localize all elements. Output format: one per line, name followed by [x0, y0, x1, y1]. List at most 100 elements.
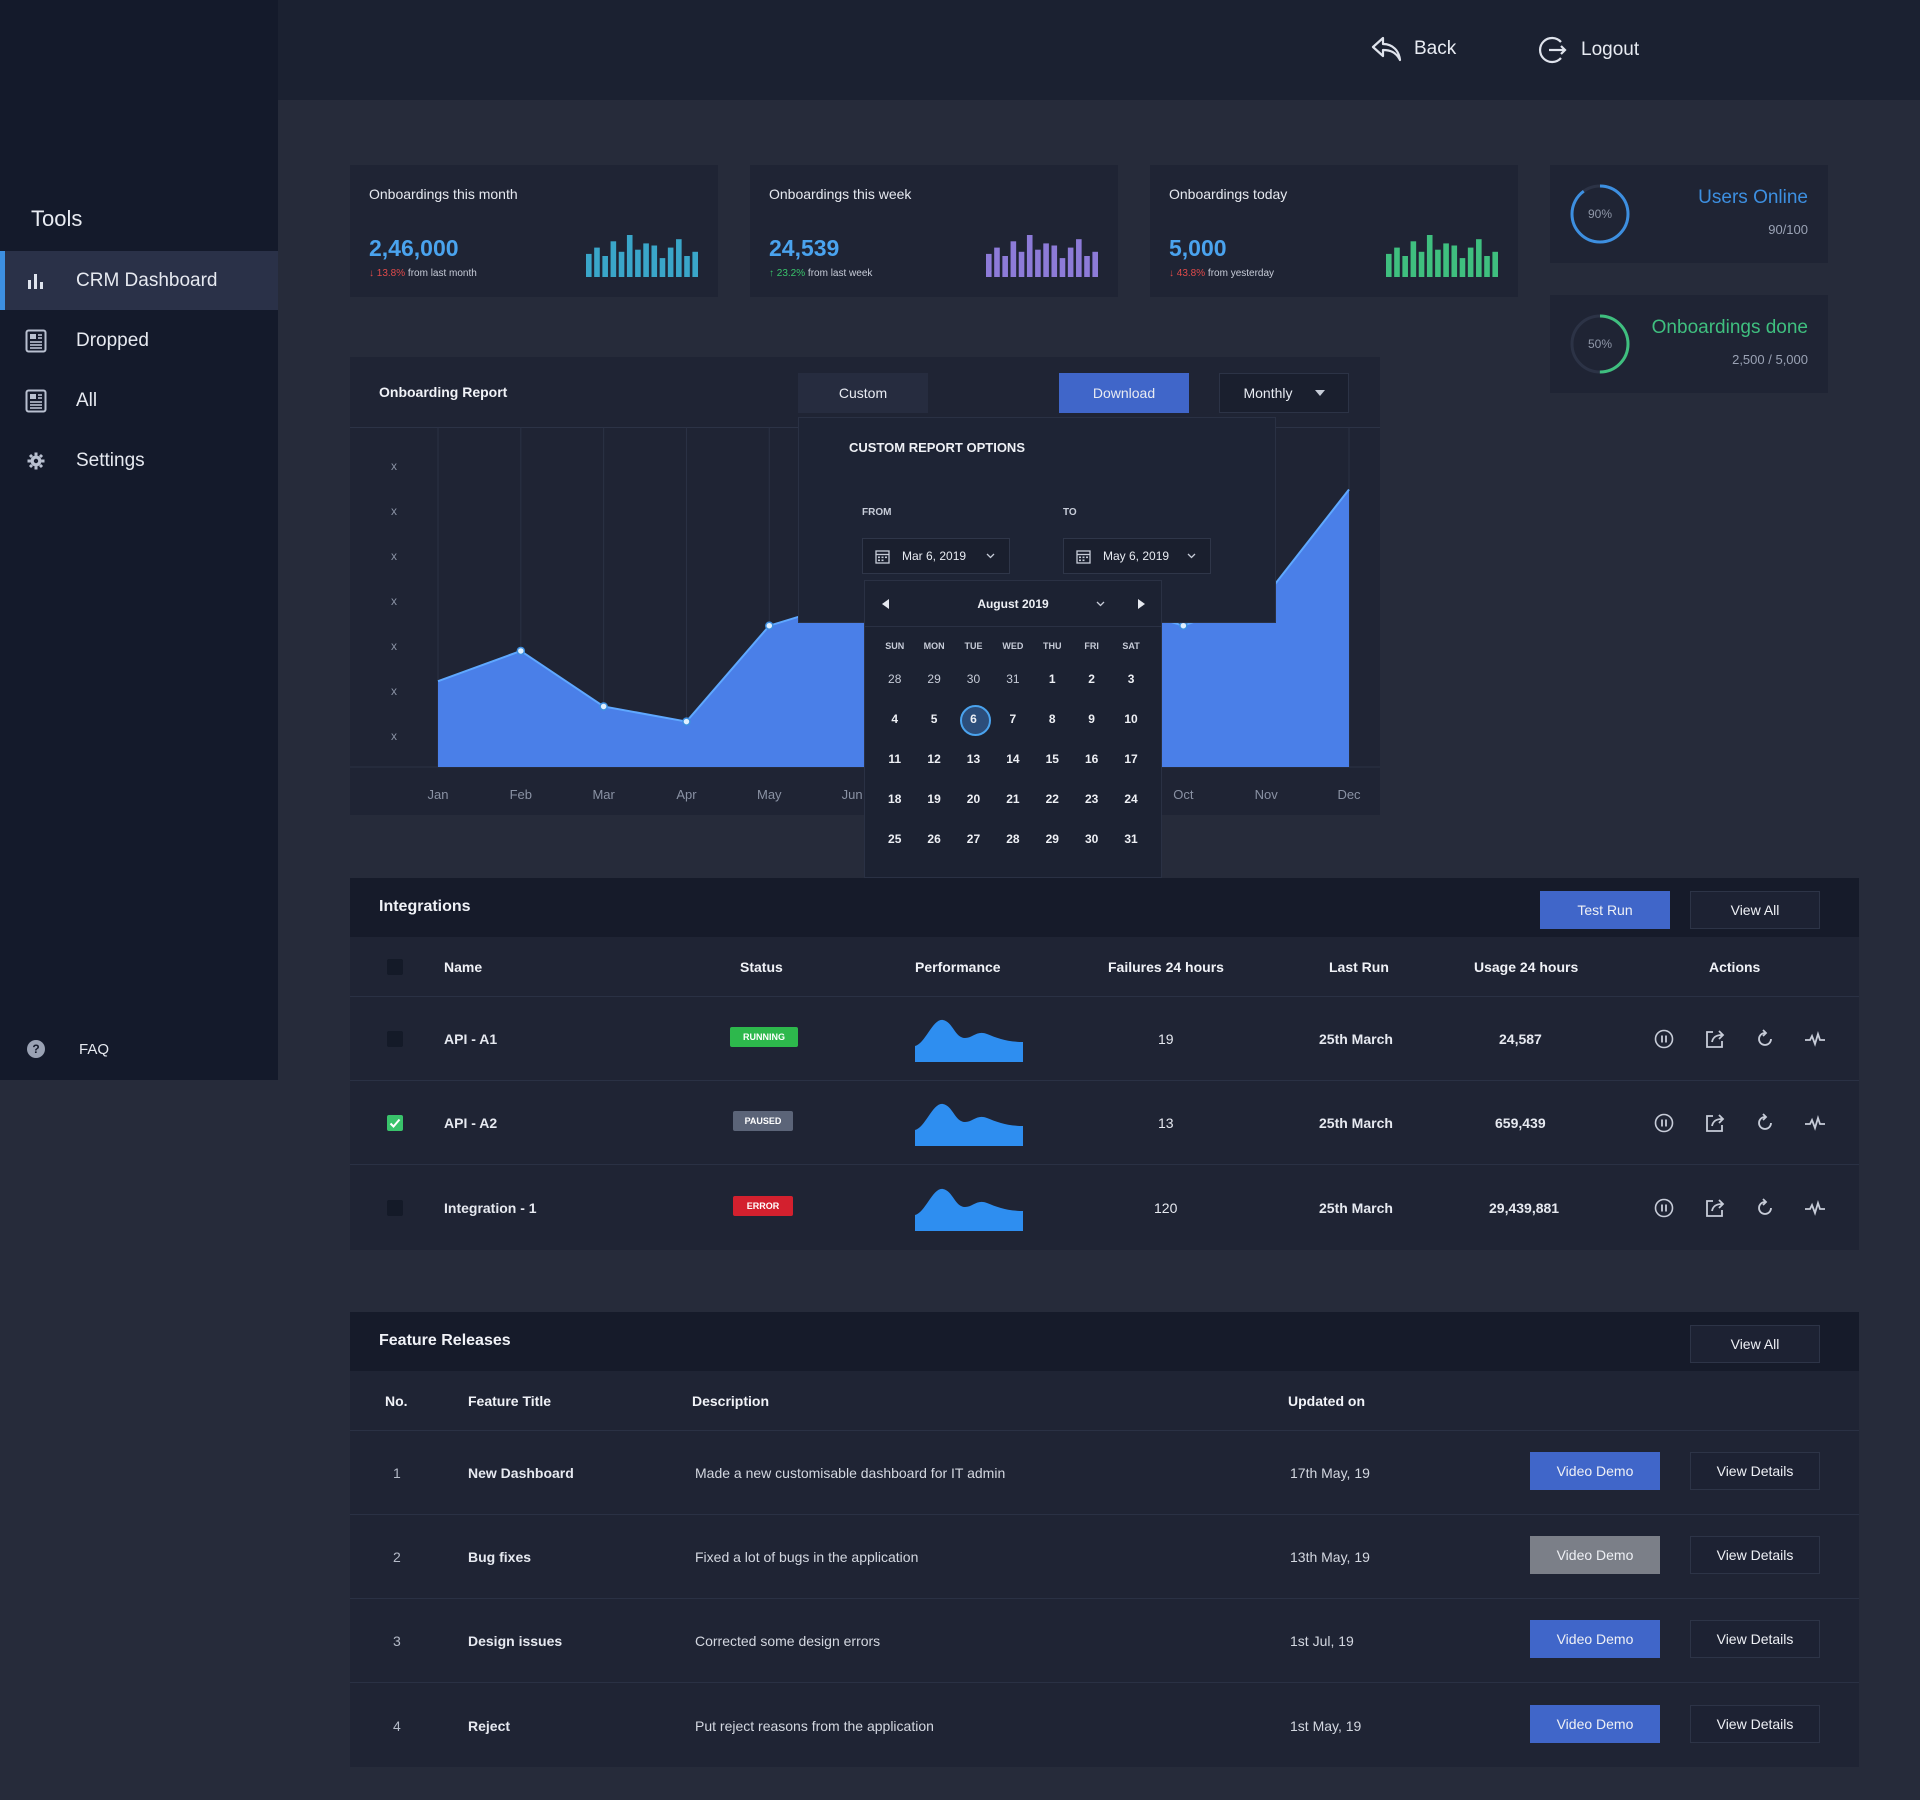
faq-link[interactable]: ? FAQ — [27, 1040, 109, 1058]
from-date-picker[interactable]: Mar 6, 2019 — [862, 538, 1010, 574]
calendar-day[interactable]: 28 — [888, 672, 902, 686]
calendar-day[interactable]: 18 — [888, 792, 902, 806]
calendar-day[interactable]: 7 — [1009, 712, 1017, 726]
refresh-icon[interactable] — [1755, 1112, 1775, 1134]
calendar-day[interactable]: 19 — [927, 792, 941, 806]
select-all-checkbox[interactable] — [387, 959, 403, 975]
calendar-day[interactable]: 13 — [966, 752, 981, 766]
calendar-day[interactable]: 22 — [1045, 792, 1059, 806]
calendar-day[interactable]: 24 — [1124, 792, 1138, 806]
integrations-title: Integrations — [379, 898, 471, 915]
calendar-day[interactable]: 10 — [1124, 712, 1138, 726]
sidebar-item-settings[interactable]: Settings — [0, 431, 278, 490]
video-demo-button[interactable]: Video Demo — [1530, 1620, 1660, 1658]
custom-button[interactable]: Custom — [798, 373, 928, 413]
calendar-day[interactable]: 26 — [927, 832, 941, 846]
row-checkbox[interactable] — [387, 1200, 403, 1216]
calendar-day[interactable]: 12 — [927, 752, 941, 766]
calendar-day[interactable]: 21 — [1006, 792, 1020, 806]
share-icon[interactable] — [1704, 1028, 1726, 1050]
calendar-day[interactable]: 23 — [1084, 792, 1099, 806]
calendar-day[interactable]: 1 — [1048, 672, 1056, 686]
next-month-icon[interactable] — [1137, 599, 1145, 609]
calendar-day[interactable]: 4 — [891, 712, 899, 726]
calendar-day[interactable]: 17 — [1124, 752, 1138, 766]
calendar-day[interactable]: 25 — [888, 832, 902, 846]
sidebar-item-crm-dashboard[interactable]: CRM Dashboard — [0, 251, 278, 310]
video-demo-button[interactable]: Video Demo — [1530, 1705, 1660, 1743]
view-all-features-button[interactable]: View All — [1690, 1325, 1820, 1363]
calendar-day[interactable]: 14 — [1006, 752, 1020, 766]
mini-bar — [618, 251, 625, 277]
calendar-day[interactable]: 8 — [1048, 712, 1056, 726]
activity-icon[interactable] — [1804, 1113, 1826, 1133]
ring-progress-arc — [1570, 314, 1630, 374]
calendar-day[interactable]: 31 — [1124, 832, 1138, 846]
sidebar-item-dropped[interactable]: Dropped — [0, 311, 278, 370]
failures-count: 120 — [1154, 1200, 1178, 1216]
refresh-icon[interactable] — [1755, 1028, 1775, 1050]
calendar-day[interactable]: 30 — [966, 672, 981, 686]
download-button[interactable]: Download — [1059, 373, 1189, 413]
calendar-day[interactable]: 11 — [888, 752, 902, 766]
share-icon[interactable] — [1704, 1112, 1726, 1134]
calendar-day[interactable]: 29 — [927, 672, 941, 686]
period-select[interactable]: Monthly — [1219, 373, 1349, 413]
row-checkbox[interactable] — [387, 1031, 403, 1047]
back-button[interactable]: Back — [1370, 34, 1456, 64]
last-run: 25th March — [1319, 1115, 1393, 1131]
share-icon[interactable] — [1704, 1197, 1726, 1219]
sidebar-item-label: CRM Dashboard — [76, 269, 218, 291]
feature-no: 3 — [393, 1633, 401, 1649]
sidebar-item-all[interactable]: All — [0, 371, 278, 430]
calendar-day[interactable]: 5 — [930, 712, 938, 726]
calendar-day[interactable]: 29 — [1045, 832, 1059, 846]
col-performance: Performance — [915, 959, 1001, 975]
mini-bar — [676, 239, 682, 277]
pause-icon[interactable] — [1654, 1113, 1674, 1133]
calendar-month: August 2019 — [977, 597, 1049, 611]
to-date-picker[interactable]: May 6, 2019 — [1063, 538, 1211, 574]
activity-icon[interactable] — [1804, 1029, 1826, 1049]
mini-bar — [1002, 256, 1008, 277]
calendar-day[interactable]: 16 — [1084, 752, 1099, 766]
pause-icon[interactable] — [1654, 1029, 1674, 1049]
view-details-button[interactable]: View Details — [1690, 1536, 1820, 1574]
video-demo-button-disabled[interactable]: Video Demo — [1530, 1536, 1660, 1574]
row-divider — [350, 1164, 1859, 1165]
calendar-day[interactable]: 3 — [1127, 672, 1135, 686]
refresh-icon[interactable] — [1755, 1197, 1775, 1219]
calendar-day[interactable]: 2 — [1088, 672, 1095, 686]
video-demo-button[interactable]: Video Demo — [1530, 1452, 1660, 1490]
view-all-integrations-button[interactable]: View All — [1690, 891, 1820, 929]
view-details-button[interactable]: View Details — [1690, 1705, 1820, 1743]
feature-releases-title: Feature Releases — [379, 1332, 511, 1349]
view-details-button[interactable]: View Details — [1690, 1452, 1820, 1490]
x-tick-label: Oct — [1173, 787, 1194, 802]
options-title: CUSTOM REPORT OPTIONS — [849, 440, 1025, 455]
logout-button[interactable]: Logout — [1537, 34, 1639, 66]
calendar-day[interactable]: 27 — [966, 832, 981, 846]
integration-name: Integration - 1 — [444, 1200, 537, 1216]
calendar-day-selected[interactable]: 6 — [954, 705, 993, 736]
x-tick-label: May — [757, 787, 782, 802]
calendar-day[interactable]: 28 — [1006, 832, 1020, 846]
performance-sparkline — [915, 1103, 1023, 1146]
prev-month-icon[interactable] — [882, 599, 890, 609]
stat-card-month: Onboardings this month 2,46,000 ↓ 13.8% … — [350, 165, 718, 297]
activity-icon[interactable] — [1804, 1198, 1826, 1218]
weekday: THU — [1043, 641, 1062, 651]
row-checkbox-checked[interactable] — [387, 1115, 403, 1131]
feature-releases-panel: Feature Releases View All No. Feature Ti… — [350, 1312, 1859, 1767]
test-run-button[interactable]: Test Run — [1540, 891, 1670, 929]
calendar-day[interactable]: 15 — [1045, 752, 1059, 766]
mini-bar — [1010, 241, 1017, 277]
calendar-day[interactable]: 9 — [1088, 712, 1095, 726]
view-details-button[interactable]: View Details — [1690, 1620, 1820, 1658]
calendar-day[interactable]: 20 — [966, 792, 981, 806]
calendar-day[interactable]: 30 — [1084, 832, 1099, 846]
calendar-day[interactable]: 31 — [1006, 672, 1020, 686]
pause-icon[interactable] — [1654, 1198, 1674, 1218]
chevron-down-icon — [1187, 553, 1196, 559]
month-dropdown-icon[interactable] — [1096, 601, 1105, 607]
